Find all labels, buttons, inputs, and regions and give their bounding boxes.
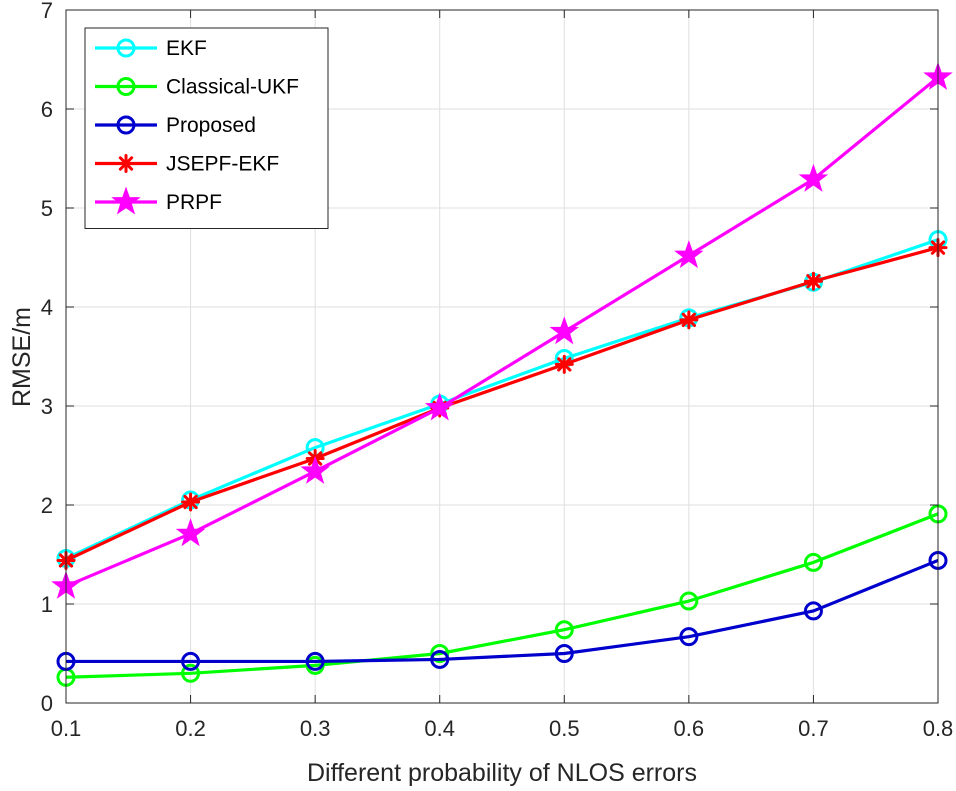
x-tick-label: 0.5: [549, 716, 580, 741]
y-tick-label: 4: [41, 295, 53, 320]
data-point: [430, 644, 450, 663]
y-tick-label: 1: [41, 592, 53, 617]
data-point: [549, 316, 580, 345]
series-proposed: [56, 550, 948, 671]
x-tick-label: 0.7: [798, 716, 829, 741]
data-point: [181, 651, 201, 671]
series-lines: [51, 61, 953, 687]
x-tick-label: 0.8: [923, 716, 954, 741]
data-point: [803, 601, 823, 621]
series-line: [66, 558, 939, 664]
data-point: [300, 455, 330, 484]
data-point: [803, 552, 823, 572]
x-axis-label: Different probability of NLOS errors: [307, 759, 697, 787]
plot-frame: [65, 9, 939, 704]
series-line: [65, 76, 940, 588]
data-point: [679, 627, 699, 647]
data-point: [175, 518, 206, 547]
y-axis-label: RMSE/m: [8, 307, 36, 407]
x-tick-label: 0.6: [674, 716, 705, 741]
data-point: [679, 310, 699, 330]
data-point: [181, 663, 201, 683]
data-point: [554, 354, 574, 374]
asterisk-stroke: [557, 357, 572, 372]
legend-marker: [116, 154, 136, 173]
data-point: [803, 271, 823, 291]
legend-entry: EKF: [95, 37, 207, 60]
asterisk-stroke: [681, 312, 697, 328]
legend-marker: [116, 115, 136, 135]
legend-entry: JSEPF-EKF: [95, 153, 279, 176]
data-point: [430, 649, 450, 669]
asterisk-stroke: [806, 274, 821, 289]
y-tick-label: 7: [41, 0, 53, 23]
data-point: [798, 163, 829, 192]
series-line: [65, 246, 939, 562]
legend: EKF Classical-UKF Proposed JSEPF-EKF PRPF: [84, 27, 329, 229]
axis-ticks: 0.1 0.2 0.3 0.4 0.5 0.6 0.7 0.8 0 1 2 3 4 5 6 7: [41, 0, 954, 741]
legend-label: PRPF: [166, 191, 222, 214]
data-point: [181, 492, 201, 512]
legend-marker: [111, 186, 141, 215]
asterisk-stroke: [183, 494, 198, 510]
legend-label: Proposed: [166, 114, 256, 137]
data-point: [554, 644, 574, 663]
y-tick-label: 6: [41, 97, 53, 122]
data-point: [674, 239, 704, 269]
x-tick-label: 0.2: [175, 716, 206, 741]
y-tick-label: 5: [41, 196, 53, 221]
legend-marker: [116, 77, 136, 96]
legend-entry: Proposed: [95, 114, 256, 137]
y-tick-label: 0: [41, 691, 53, 716]
y-tick-label: 2: [41, 493, 53, 518]
data-point: [554, 620, 574, 640]
legend-entry: Classical-UKF: [95, 76, 299, 99]
legend-label: Classical-UKF: [166, 76, 299, 99]
x-tick-label: 0.1: [51, 716, 82, 741]
legend-entry: PRPF: [95, 186, 222, 215]
legend-label: EKF: [166, 37, 207, 60]
asterisk-stroke: [118, 156, 134, 171]
y-tick-label: 3: [41, 394, 53, 419]
x-tick-label: 0.3: [300, 716, 331, 741]
data-point: [305, 651, 325, 671]
series-line: [65, 512, 939, 679]
legend-marker: [116, 38, 136, 58]
data-point: [424, 392, 455, 421]
legend-label: JSEPF-EKF: [166, 153, 279, 176]
data-point: [679, 591, 699, 611]
series-classical-ukf: [56, 504, 948, 687]
x-tick-label: 0.4: [424, 716, 455, 741]
